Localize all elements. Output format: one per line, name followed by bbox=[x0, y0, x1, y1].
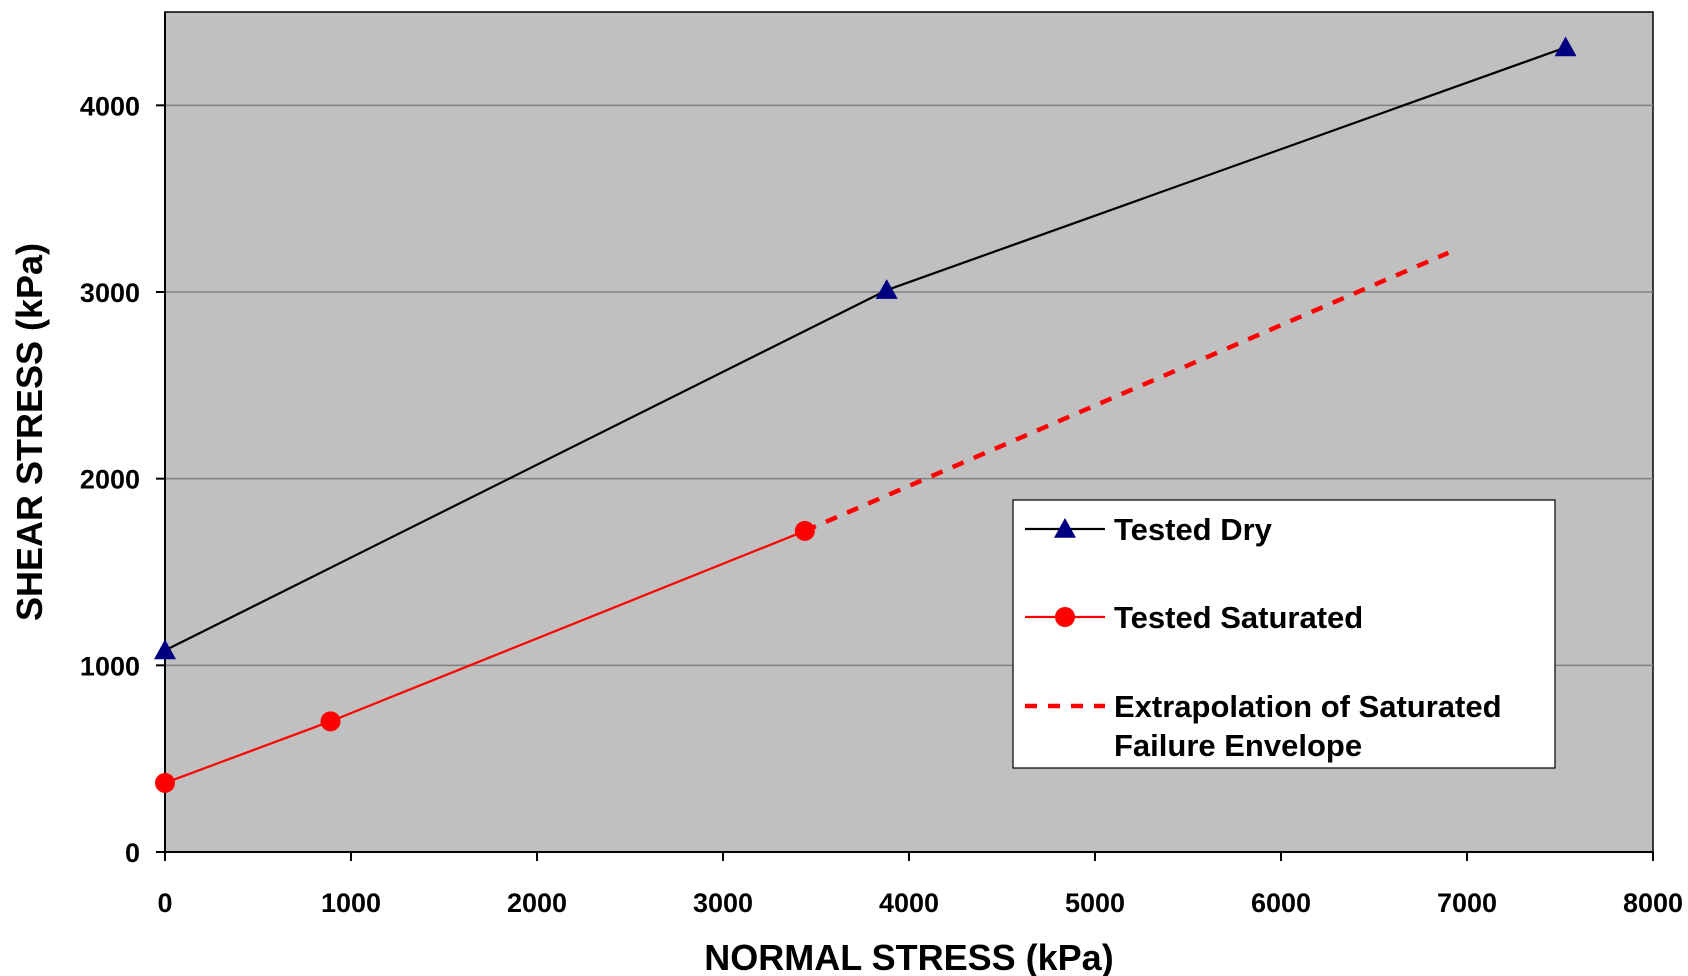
y-tick-label-0: 0 bbox=[125, 838, 140, 868]
y-axis-title: SHEAR STRESS (kPa) bbox=[9, 243, 50, 621]
x-tick-label-0: 0 bbox=[157, 888, 172, 918]
x-tick-label-2000: 2000 bbox=[507, 888, 567, 918]
x-axis-title: NORMAL STRESS (kPa) bbox=[704, 937, 1113, 976]
series-0-point-2 bbox=[1554, 36, 1577, 57]
series-layer bbox=[154, 36, 1577, 793]
tick-labels: 0 1000 2000 3000 4000 5000 6000 7000 8000 0 1000 20… bbox=[80, 91, 1683, 918]
x-tick-label-8000: 8000 bbox=[1623, 888, 1683, 918]
series-line-2 bbox=[803, 250, 1450, 533]
axes bbox=[156, 12, 1654, 861]
series-0-point-1 bbox=[875, 279, 898, 299]
legend-box bbox=[1012, 499, 1556, 769]
y-tick-label-1000: 1000 bbox=[80, 651, 140, 681]
y-tick-label-2000: 2000 bbox=[80, 465, 140, 495]
x-tick-label-3000: 3000 bbox=[693, 888, 753, 918]
legend-label-2-line-0: Extrapolation of Saturated bbox=[1114, 689, 1502, 724]
legend-label-0-line-0: Tested Dry bbox=[1114, 512, 1273, 547]
legend-label-1: Tested Saturated bbox=[1114, 600, 1363, 635]
legend-swatch-marker-0 bbox=[1054, 518, 1076, 538]
series-0-point-0 bbox=[154, 639, 176, 660]
y-tick-label-3000: 3000 bbox=[80, 278, 140, 308]
series-1-point-0 bbox=[155, 772, 175, 793]
legend-swatch-marker-1 bbox=[1055, 607, 1075, 627]
legend-label-0: Tested Dry bbox=[1114, 512, 1273, 547]
y-tick-label-4000: 4000 bbox=[80, 91, 140, 121]
x-tick-label-7000: 7000 bbox=[1437, 888, 1497, 918]
legend: Tested Dry Tested Saturated Extrapolation … bbox=[1012, 499, 1556, 769]
legend-label-1-line-0: Tested Saturated bbox=[1114, 600, 1363, 635]
x-tick-label-1000: 1000 bbox=[321, 888, 381, 918]
series-1-point-1 bbox=[320, 711, 341, 732]
legend-label-2-line-1: Failure Envelope bbox=[1114, 728, 1362, 763]
x-tick-label-4000: 4000 bbox=[879, 888, 939, 918]
x-tick-label-6000: 6000 bbox=[1251, 888, 1311, 918]
x-tick-label-5000: 5000 bbox=[1065, 888, 1125, 918]
legend-label-2: Extrapolation of Saturated Failure Envelo… bbox=[1114, 689, 1502, 763]
